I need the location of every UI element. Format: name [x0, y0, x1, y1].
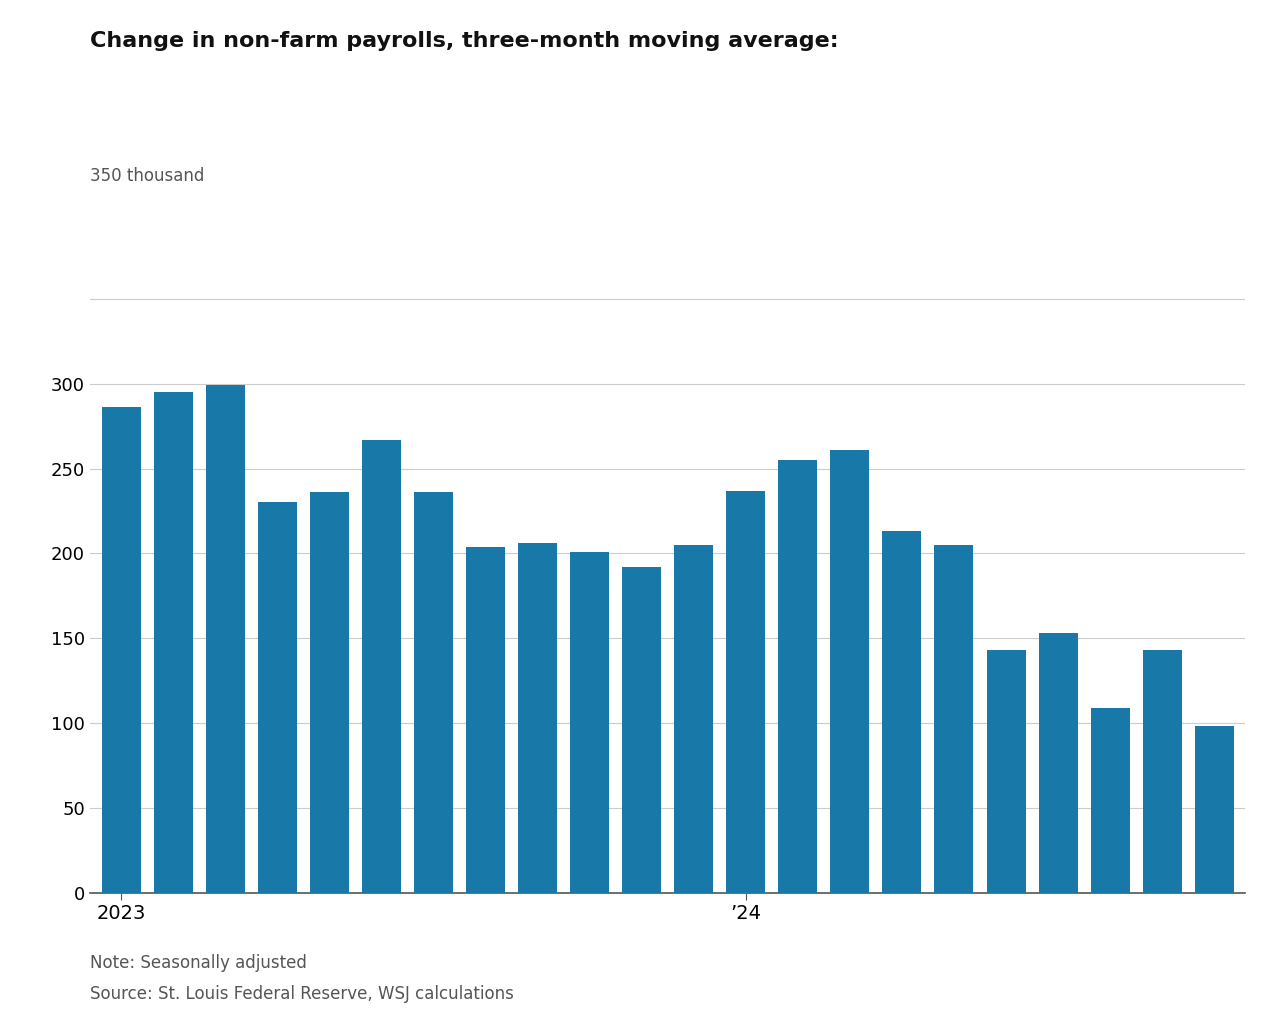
Bar — [205, 386, 245, 893]
Bar — [258, 503, 297, 893]
Bar — [1090, 708, 1130, 893]
Bar — [831, 449, 869, 893]
Bar — [727, 490, 765, 893]
Bar — [466, 547, 505, 893]
Bar — [1039, 633, 1077, 893]
Text: Note: Seasonally adjusted: Note: Seasonally adjusted — [90, 954, 307, 973]
Bar — [362, 440, 401, 893]
Bar — [882, 531, 922, 893]
Bar — [1194, 726, 1234, 893]
Bar — [674, 545, 713, 893]
Bar — [986, 650, 1026, 893]
Bar — [413, 492, 453, 893]
Bar — [309, 492, 349, 893]
Bar — [101, 407, 141, 893]
Bar — [570, 552, 609, 893]
Bar — [1143, 650, 1181, 893]
Bar — [154, 392, 193, 893]
Bar — [778, 460, 818, 893]
Text: Source: St. Louis Federal Reserve, WSJ calculations: Source: St. Louis Federal Reserve, WSJ c… — [90, 985, 514, 1003]
Bar — [623, 567, 661, 893]
Text: Change in non-farm payrolls, three-month moving average:: Change in non-farm payrolls, three-month… — [90, 31, 838, 50]
Text: 350 thousand: 350 thousand — [90, 166, 204, 185]
Bar — [935, 545, 973, 893]
Bar — [517, 543, 557, 893]
